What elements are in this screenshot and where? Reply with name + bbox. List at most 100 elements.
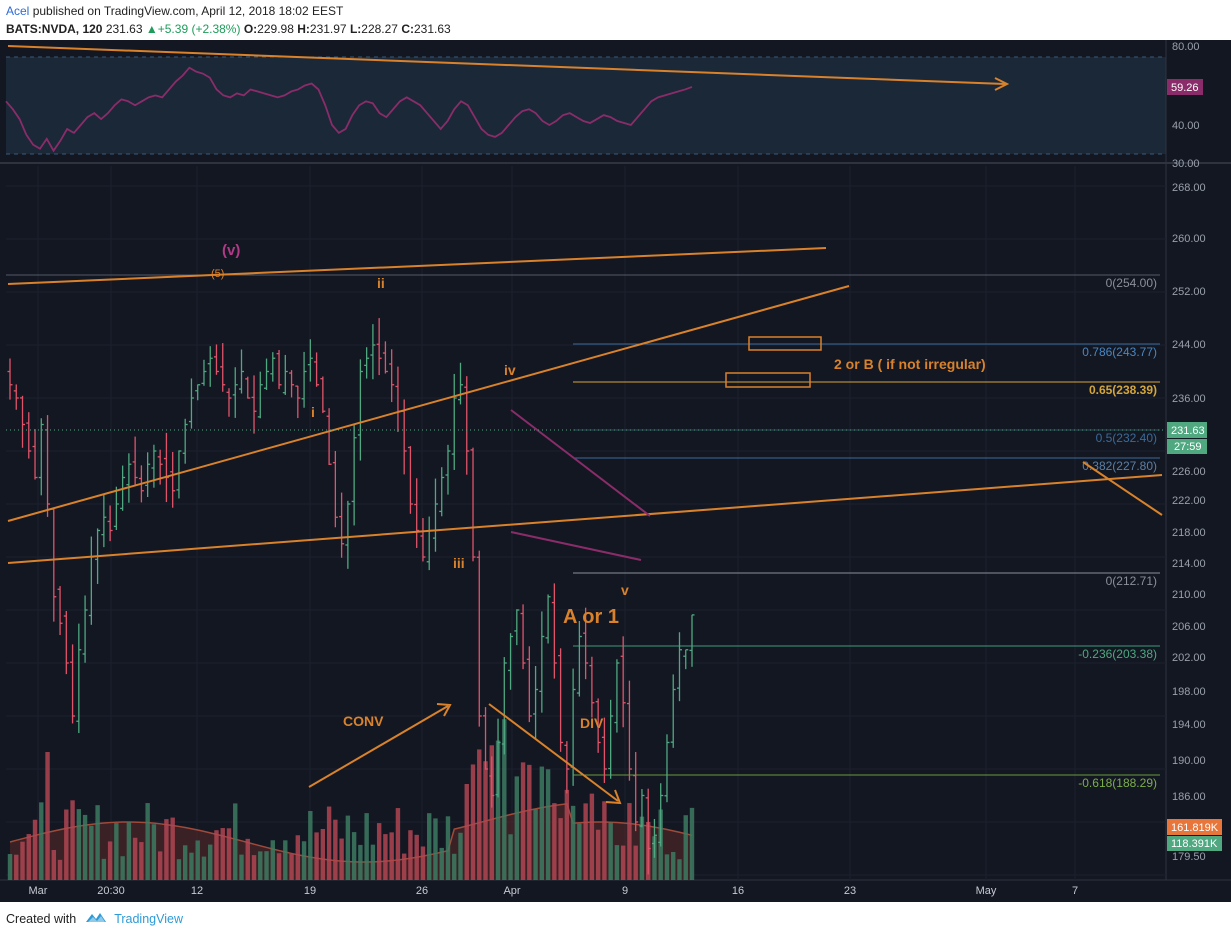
candle[interactable] <box>320 376 326 414</box>
candle[interactable] <box>182 418 188 464</box>
candle[interactable] <box>476 550 482 727</box>
candle[interactable] <box>676 632 682 702</box>
candle[interactable] <box>63 610 69 675</box>
candle[interactable] <box>282 354 288 395</box>
candle[interactable] <box>76 623 82 734</box>
candle[interactable] <box>101 493 107 548</box>
candle[interactable] <box>501 657 507 755</box>
candle[interactable] <box>589 656 595 718</box>
candle[interactable] <box>389 349 395 403</box>
candle[interactable] <box>232 367 238 418</box>
candle[interactable] <box>545 594 551 644</box>
candle[interactable] <box>639 789 645 828</box>
candle[interactable] <box>633 752 639 832</box>
candle[interactable] <box>170 451 176 508</box>
candle[interactable] <box>664 734 670 803</box>
trendline-lower[interactable] <box>7 474 1163 564</box>
candle[interactable] <box>551 583 557 679</box>
candle[interactable] <box>301 351 307 408</box>
candle[interactable] <box>414 478 420 548</box>
candle[interactable] <box>432 478 438 552</box>
candle[interactable] <box>495 718 501 798</box>
candle[interactable] <box>689 614 695 667</box>
candle[interactable] <box>489 756 495 808</box>
price-chart[interactable]: 0(254.00) 0.786(243.77) 0.65(238.39) 0.5(23… <box>0 40 1231 902</box>
candle[interactable] <box>332 451 338 528</box>
candle[interactable] <box>207 346 213 387</box>
candle[interactable] <box>451 373 457 470</box>
candle[interactable] <box>626 680 632 781</box>
candle[interactable] <box>126 453 132 503</box>
candle[interactable] <box>620 636 626 728</box>
candle[interactable] <box>257 371 263 419</box>
candle[interactable] <box>601 717 607 783</box>
candle[interactable] <box>113 486 119 530</box>
candle[interactable] <box>326 408 332 466</box>
candle[interactable] <box>132 436 138 487</box>
candle[interactable] <box>107 505 113 542</box>
candle[interactable] <box>651 818 657 858</box>
candle[interactable] <box>245 376 251 399</box>
candle[interactable] <box>420 518 426 562</box>
candle[interactable] <box>583 607 589 680</box>
candle[interactable] <box>82 595 88 663</box>
candle[interactable] <box>264 358 270 390</box>
candle[interactable] <box>314 352 320 387</box>
candle[interactable] <box>70 644 76 724</box>
candle[interactable] <box>195 384 201 401</box>
candle[interactable] <box>382 341 388 374</box>
candle[interactable] <box>576 620 582 697</box>
candle[interactable] <box>351 424 357 526</box>
candle[interactable] <box>445 444 451 495</box>
candle[interactable] <box>307 339 313 382</box>
trendline-channel[interactable] <box>7 285 850 522</box>
trendline-right[interactable] <box>1082 461 1163 516</box>
candle[interactable] <box>295 385 301 419</box>
candle[interactable] <box>357 359 363 461</box>
wedge-upper[interactable] <box>510 409 651 517</box>
candle[interactable] <box>370 324 376 380</box>
candle[interactable] <box>658 783 664 847</box>
candle[interactable] <box>339 492 345 558</box>
trendline-upper[interactable] <box>7 247 827 285</box>
candle[interactable] <box>251 375 257 434</box>
candle[interactable] <box>670 674 676 748</box>
trendline-rsi[interactable] <box>7 45 1006 85</box>
candle[interactable] <box>683 649 689 670</box>
candle[interactable] <box>520 604 526 670</box>
candle[interactable] <box>514 609 520 646</box>
candle[interactable] <box>470 447 476 562</box>
candle[interactable] <box>7 358 13 400</box>
target-box-lower[interactable] <box>725 372 811 388</box>
candle[interactable] <box>614 659 620 733</box>
candle[interactable] <box>539 611 545 713</box>
candle[interactable] <box>38 418 44 496</box>
candle[interactable] <box>439 467 445 517</box>
candle[interactable] <box>270 352 276 382</box>
candle[interactable] <box>407 446 413 514</box>
candle[interactable] <box>220 343 226 392</box>
candle[interactable] <box>508 633 514 690</box>
candle[interactable] <box>176 450 182 499</box>
candle[interactable] <box>226 388 232 417</box>
candle[interactable] <box>145 452 151 498</box>
candle[interactable] <box>26 412 32 459</box>
candle[interactable] <box>276 350 282 390</box>
candle[interactable] <box>239 349 245 394</box>
target-box-upper[interactable] <box>748 336 822 351</box>
candle[interactable] <box>564 741 570 794</box>
candle[interactable] <box>32 429 38 480</box>
trendlines[interactable] <box>7 45 1163 805</box>
candle[interactable] <box>483 707 489 770</box>
candle[interactable] <box>595 698 601 753</box>
candle[interactable] <box>533 665 539 740</box>
candle[interactable] <box>13 384 19 410</box>
candle[interactable] <box>376 318 382 376</box>
candle[interactable] <box>457 362 463 405</box>
candle[interactable] <box>645 788 651 875</box>
author-link[interactable]: Acel <box>6 4 30 18</box>
candle[interactable] <box>526 646 532 723</box>
candle[interactable] <box>558 648 564 752</box>
candle[interactable] <box>345 500 351 569</box>
candle[interactable] <box>20 395 26 448</box>
